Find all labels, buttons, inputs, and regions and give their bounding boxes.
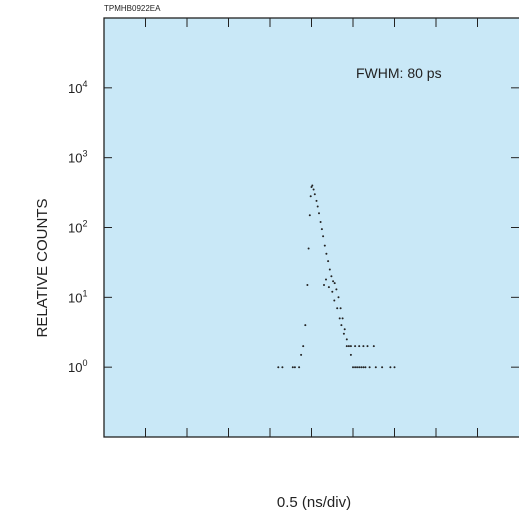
data-point: [298, 366, 301, 369]
data-point: [325, 278, 327, 281]
data-point: [304, 324, 307, 327]
data-point: [322, 235, 325, 238]
data-point: [337, 296, 340, 299]
data-point: [331, 290, 334, 293]
data-point: [352, 366, 354, 369]
data-point: [330, 275, 333, 278]
data-point: [309, 195, 312, 198]
document-id: TPMHB0922EA: [104, 4, 161, 13]
fwhm-annotation: FWHM: 80 ps: [356, 65, 442, 81]
data-point: [354, 345, 357, 348]
data-point: [349, 345, 352, 348]
x-ticks: [145, 18, 478, 437]
data-point: [354, 366, 357, 369]
y-tick-label: 101: [68, 288, 87, 305]
data-point: [366, 345, 369, 348]
data-point: [333, 282, 336, 285]
y-tick-label: 100: [68, 358, 87, 375]
data-point: [343, 328, 346, 331]
data-point: [316, 205, 319, 208]
data-point: [300, 353, 303, 356]
plot-area: [103, 17, 519, 438]
data-point: [315, 199, 318, 202]
data-point: [360, 366, 363, 369]
x-axis-label: 0.5 (ns/div): [277, 494, 351, 511]
data-point: [277, 366, 280, 369]
data-point: [328, 268, 331, 271]
data-point: [325, 252, 328, 255]
y-tick-label: 103: [68, 149, 87, 166]
data-point: [306, 284, 309, 286]
data-point: [323, 284, 325, 286]
y-tick-labels: 100 101 102 103 104: [68, 79, 87, 375]
y-tick-label: 102: [68, 219, 87, 236]
data-point: [319, 221, 322, 223]
data-point: [302, 345, 305, 348]
y-axis-label: RELATIVE COUNTS: [34, 199, 51, 338]
data-point: [368, 366, 371, 369]
data-point: [345, 345, 348, 348]
data-point: [327, 286, 330, 289]
data-point: [307, 247, 310, 250]
data-point: [389, 366, 392, 369]
data-point: [327, 260, 330, 263]
data-point: [310, 186, 313, 188]
data-point: [347, 345, 350, 348]
data-point: [356, 366, 359, 369]
data-point: [308, 214, 311, 217]
data-point: [341, 317, 344, 320]
data-point: [323, 244, 326, 247]
y-ticks: [104, 87, 519, 368]
data-point: [393, 366, 396, 369]
data-point: [311, 184, 314, 187]
data-point: [313, 193, 316, 196]
data-point: [374, 366, 377, 369]
data-point: [336, 307, 339, 310]
data-points: [277, 184, 396, 369]
data-point: [372, 345, 375, 348]
data-point: [349, 353, 352, 356]
data-point: [318, 212, 320, 215]
data-point: [339, 307, 342, 310]
data-point: [312, 188, 315, 191]
data-point: [362, 366, 365, 369]
data-point: [335, 288, 338, 291]
y-tick-label: 104: [68, 79, 87, 96]
data-point: [333, 299, 336, 302]
data-point: [338, 317, 341, 320]
data-point: [364, 366, 367, 369]
data-point: [320, 228, 323, 231]
data-point: [291, 366, 294, 369]
data-point: [362, 345, 365, 348]
data-point: [340, 324, 343, 327]
data-point: [358, 345, 361, 348]
data-point: [345, 338, 348, 341]
data-point: [281, 366, 284, 369]
data-point: [358, 366, 361, 369]
data-point: [342, 332, 345, 335]
data-point: [381, 366, 384, 369]
data-point: [293, 366, 296, 369]
data-point: [332, 280, 335, 283]
